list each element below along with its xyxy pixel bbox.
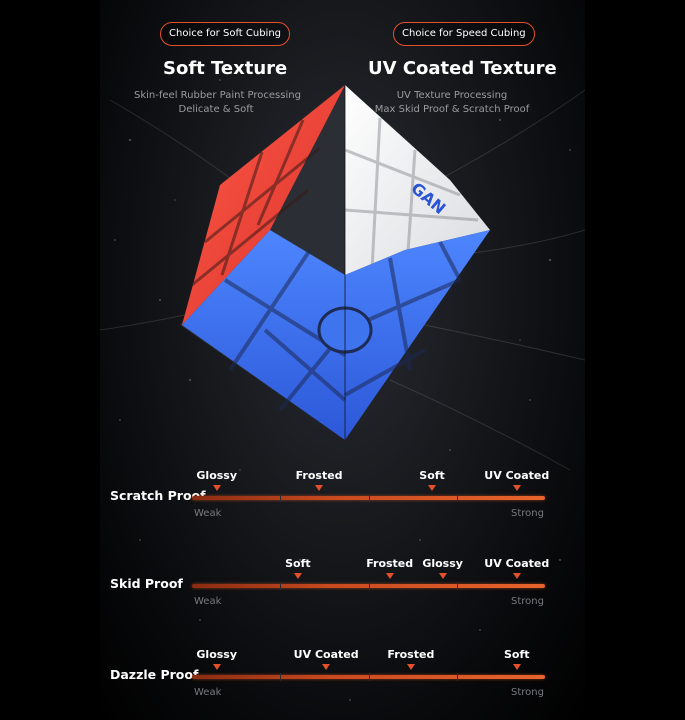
marker-label: Soft [503, 648, 530, 661]
scale-divider [456, 673, 458, 681]
soft-texture-title: Soft Texture [163, 58, 288, 79]
scale-divider [368, 494, 370, 502]
white-face [345, 85, 490, 275]
scale-weak-label: Weak [194, 596, 222, 607]
soft-texture-subtitle-2: Delicate & Soft [178, 104, 254, 115]
marker-triangle-icon [322, 664, 331, 670]
soft-texture-subtitle-1: Skin-feel Rubber Paint Processing [134, 90, 301, 101]
uv-coated-title: UV Coated Texture [368, 58, 557, 79]
scale-strong-label: Strong [511, 508, 544, 519]
uv-texture-subtitle-2: Max Skid Proof & Scratch Proof [374, 104, 530, 115]
marker-label: Soft [285, 557, 311, 570]
scale-divider [456, 582, 458, 590]
marker-label: Soft [419, 469, 445, 482]
marker-label: Glossy [196, 469, 238, 482]
marker-label: Frosted [366, 557, 414, 570]
marker-triangle-icon [512, 664, 521, 670]
scale-weak-label: Weak [194, 508, 222, 519]
uv-texture-subtitle-1: UV Texture Processing [396, 90, 508, 101]
scale-divider [280, 582, 282, 590]
row-label-1: Skid Proof [110, 576, 183, 591]
marker-triangle-icon [212, 485, 221, 491]
speed-cubing-badge: Choice for Speed Cubing [393, 22, 535, 46]
marker-label: Glossy [422, 557, 463, 570]
marker-triangle-icon [406, 664, 415, 670]
marker-triangle-icon [385, 573, 394, 579]
scale-divider [280, 494, 282, 502]
marker-triangle-icon [293, 573, 302, 579]
marker-label: Glossy [196, 648, 238, 661]
marker-label: UV Coated [484, 557, 550, 570]
marker-label: Frosted [295, 469, 343, 482]
red-face [182, 85, 345, 325]
scale-divider [456, 494, 458, 502]
marker-triangle-icon [438, 573, 447, 579]
marker-label: UV Coated [484, 469, 550, 482]
soft-cubing-badge: Choice for Soft Cubing [160, 22, 291, 46]
marker-triangle-icon [212, 664, 221, 670]
marker-triangle-icon [512, 573, 521, 579]
row-label-0: Scratch Proof [110, 488, 206, 503]
marker-triangle-icon [315, 485, 324, 491]
marker-label: Frosted [387, 648, 435, 661]
marker-label: UV Coated [293, 648, 359, 661]
row-label-2: Dazzle Proof [110, 667, 199, 682]
marker-triangle-icon [428, 485, 437, 491]
scale-divider [368, 673, 370, 681]
speed-cube-image: GAN [180, 85, 490, 440]
scale-strong-label: Strong [511, 687, 544, 698]
scale-strong-label: Strong [511, 596, 544, 607]
scale-divider [368, 582, 370, 590]
scale-divider [280, 673, 282, 681]
scale-weak-label: Weak [194, 687, 222, 698]
blue-face-left [182, 230, 345, 440]
marker-triangle-icon [512, 485, 521, 491]
